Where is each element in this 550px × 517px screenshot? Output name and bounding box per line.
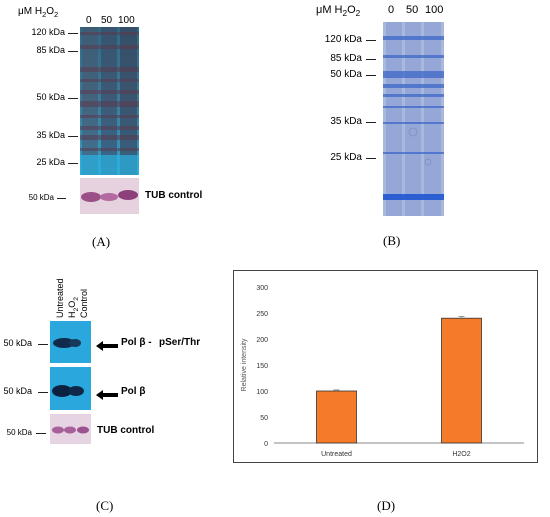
- panel-a-marker-120: 120 kDa: [31, 27, 65, 37]
- panel-d-letter: (D): [377, 498, 396, 513]
- panel-b-coomassie-gel-image: [383, 22, 444, 216]
- x-tick-label: Untreated: [321, 451, 352, 458]
- panel-c-pol-label: Pol β: [121, 386, 146, 397]
- panel-a-tub-tick: [57, 198, 66, 199]
- panel-c-lane-untreated: Untreated: [55, 278, 65, 318]
- panel-a-tubulin-blot-image: [80, 178, 139, 214]
- y-tick-label: 200: [256, 337, 268, 344]
- panel-c-marker-2: 50 kDa: [3, 386, 32, 396]
- y-tick-label: 100: [256, 389, 268, 396]
- panel-a-tub-label: TUB control: [145, 190, 203, 201]
- panel-c-marker-tick: [36, 433, 46, 434]
- panel-c-marker-tick: [38, 392, 48, 393]
- y-axis-label: Relative intensity: [241, 338, 248, 391]
- panel-c-marker-1: 50 kDa: [3, 338, 32, 348]
- panel-a-marker-tick: [68, 98, 78, 99]
- panel-c-letter: (C): [96, 498, 114, 513]
- panel-a-marker-tick: [68, 163, 78, 164]
- panel-b-marker-tick: [366, 75, 376, 76]
- bar: [441, 317, 482, 444]
- panel-a-marker-50: 50 kDa: [36, 92, 65, 102]
- y-tick-label: 0: [264, 441, 268, 448]
- panel-b-marker-120: 120 kDa: [324, 34, 362, 45]
- panel-b-marker-tick: [366, 122, 376, 123]
- panel-c-lane-h2o2: H2O2: [67, 296, 80, 318]
- panel-c-marker-tick: [38, 344, 48, 345]
- y-tick-label: 300: [256, 285, 268, 292]
- panel-a-tub-marker: 50 kDa: [28, 193, 54, 202]
- panel-c-lane-control: Control: [79, 288, 89, 318]
- panel-b-marker-50: 50 kDa: [330, 69, 362, 80]
- panel-c-pol-phospho-label: Pol β -: [121, 337, 152, 348]
- panel-a-marker-tick: [68, 136, 78, 137]
- panel-b-lane-50: 50: [406, 4, 419, 16]
- panel-a-letter: (A): [92, 234, 111, 249]
- panel-a-unit-label: μM H2O2: [18, 6, 59, 19]
- panel-c-arrow-left-icon: [96, 338, 118, 356]
- panel-b-marker-tick: [366, 59, 376, 60]
- panel-a-lane-50: 50: [101, 15, 113, 26]
- panel-a-marker-tick: [68, 51, 78, 52]
- x-tick-label: H2O2: [452, 451, 470, 458]
- panel-b-unit-label: μM H2O2: [316, 4, 361, 19]
- panel-b-lane-0: 0: [388, 4, 395, 16]
- panel-c-tub-label: TUB control: [97, 425, 155, 436]
- panel-d-chart-frame: 0 50 100 150 200 250 300 Relative intensity Untr…: [233, 270, 538, 463]
- relative-intensity-bar-chart: 0 50 100 150 200 250 300 Relative intensity Untr…: [241, 285, 524, 458]
- y-tick-label: 150: [256, 363, 268, 370]
- panel-a-lane-100: 100: [118, 15, 135, 26]
- panel-b-lane-100: 100: [425, 4, 444, 16]
- panel-b-marker-tick: [366, 158, 376, 159]
- panel-a-western-blot-image: [80, 27, 139, 175]
- panel-a-marker-85: 85 kDa: [36, 45, 65, 55]
- panel-a-marker-25: 25 kDa: [36, 157, 65, 167]
- panel-a-lane-0: 0: [86, 15, 92, 26]
- panel-c-marker-3: 50 kDa: [6, 428, 32, 437]
- panel-b-marker-85: 85 kDa: [330, 53, 362, 64]
- panel-c-pol-blot-image: [50, 367, 91, 410]
- panel-c-pser-thr-label: pSer/Thr: [159, 337, 201, 348]
- panel-b-marker-tick: [366, 40, 376, 41]
- panel-b-marker-25: 25 kDa: [330, 152, 362, 163]
- panel-a-marker-tick: [68, 33, 78, 34]
- bar: [316, 390, 357, 444]
- panel-c-phospho-blot-image: [50, 321, 91, 363]
- y-tick-label: 250: [256, 311, 268, 318]
- panel-c-arrow-left-icon: [96, 387, 118, 405]
- panel-a-marker-35: 35 kDa: [36, 130, 65, 140]
- panel-c-tubulin-blot-image: [50, 414, 91, 444]
- y-tick-label: 50: [260, 415, 268, 422]
- panel-b-letter: (B): [383, 233, 401, 248]
- panel-b-marker-35: 35 kDa: [330, 116, 362, 127]
